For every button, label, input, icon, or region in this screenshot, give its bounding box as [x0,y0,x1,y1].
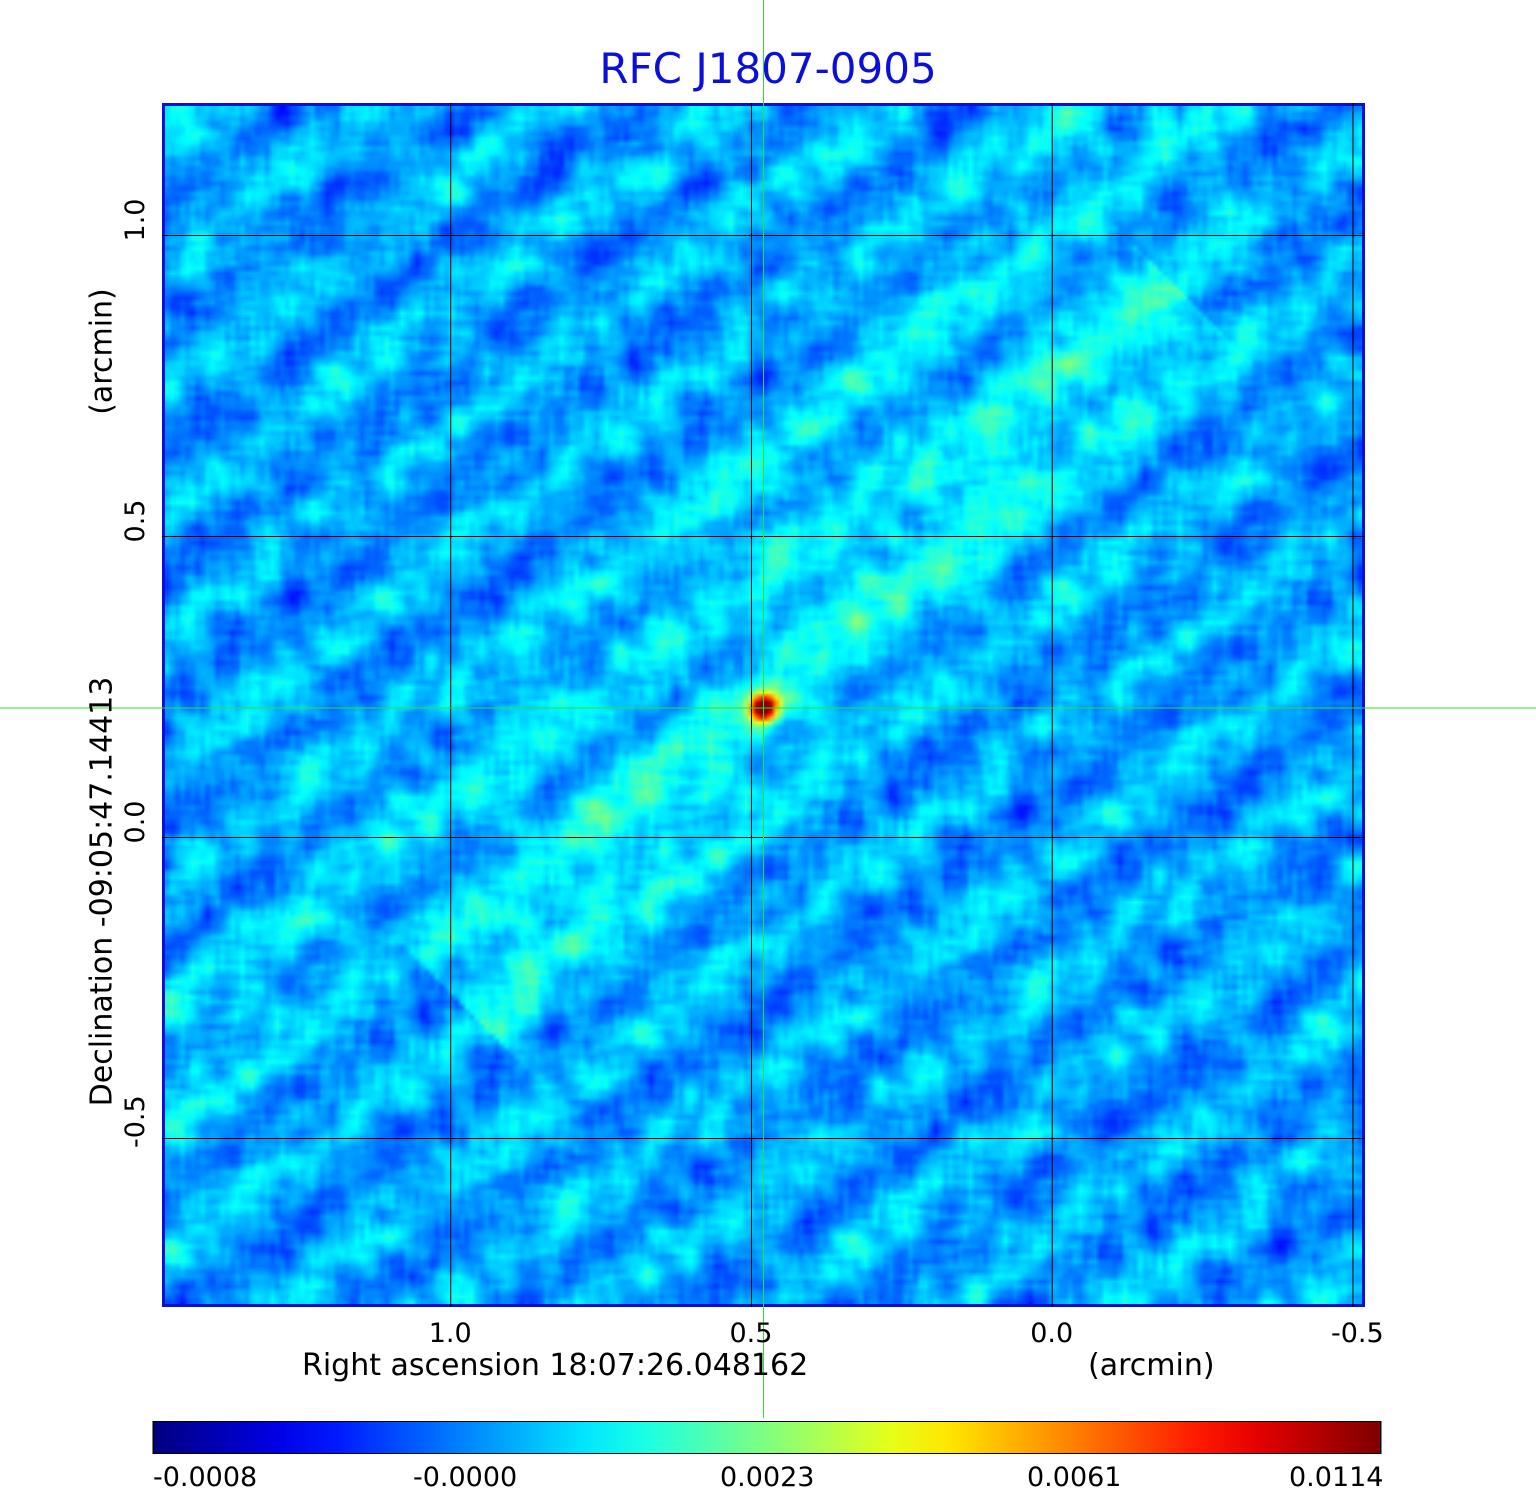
colorbar-tick-label: -0.0000 [413,1462,518,1493]
x-tick-label: -0.5 [1330,1318,1384,1349]
colorbar-tick-label: 0.0023 [720,1462,815,1493]
colorbar-tick-label: 0.0061 [1027,1462,1122,1493]
x-tick-label: 1.0 [428,1318,472,1349]
y-tick-label: -0.5 [120,1095,151,1149]
x-tick-label: 0.0 [1030,1318,1074,1349]
y-axis-unit: (arcmin) [84,288,120,415]
x-tick-label: 0.5 [729,1318,773,1349]
y-tick-label: 0.5 [120,499,151,543]
chart-title: RFC J1807-0905 [599,44,937,93]
y-tick-label: 0.0 [120,800,151,844]
colorbar-tick-label: -0.0008 [153,1462,258,1493]
x-axis-unit: (arcmin) [1088,1348,1215,1383]
y-tick-label: 1.0 [120,198,151,242]
colorbar-tick-label: 0.0114 [1289,1462,1384,1493]
x-axis-label: Right ascension 18:07:26.048162 [302,1348,809,1383]
colorbar [153,1421,1381,1454]
y-axis-label: Declination -09:05:47.14413 [84,676,120,1107]
